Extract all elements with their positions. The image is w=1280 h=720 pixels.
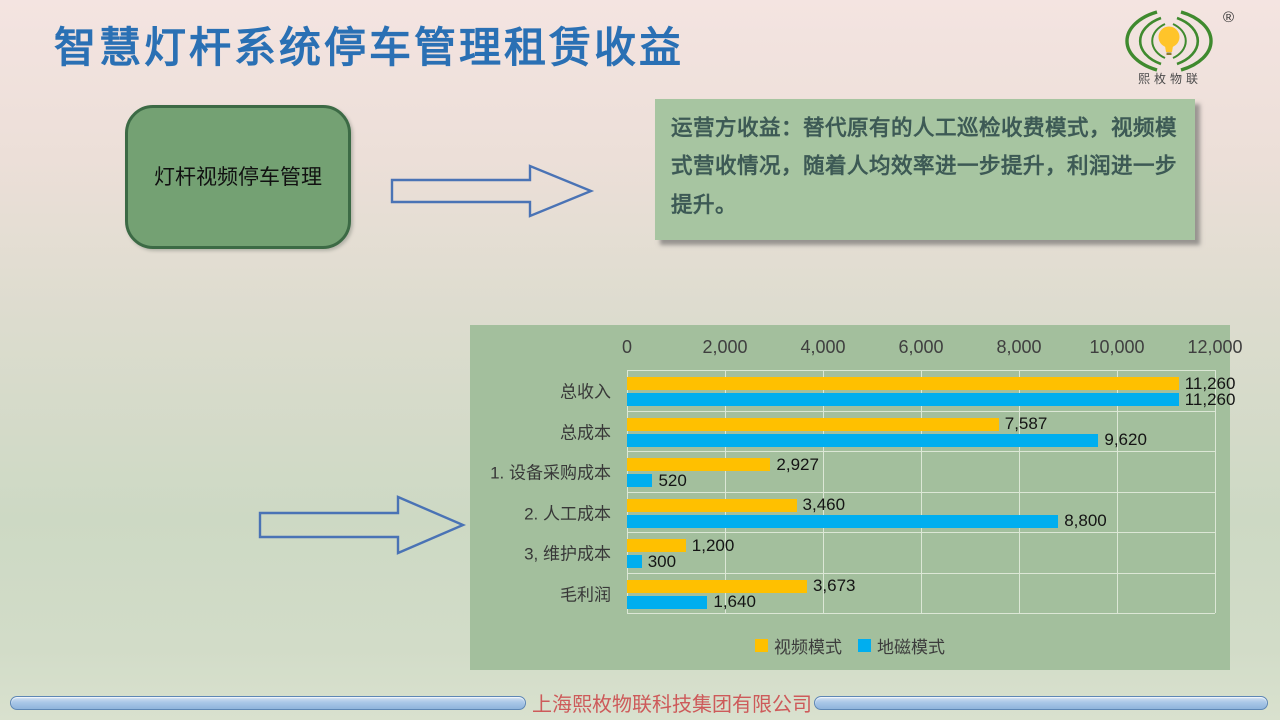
plot-area: 11,260 11,260 7,587 9,620 2,927 520 3,460 8,800… [627, 370, 1235, 614]
bar-视频模式 [627, 417, 999, 431]
x-tick-label: 0 [621, 337, 633, 357]
category-label: 毛利润 [560, 585, 611, 605]
category-label: 总收入 [560, 382, 611, 402]
bar-地磁模式 [627, 393, 1179, 406]
bar-value-label: 9,620 [1104, 430, 1147, 449]
legend-item: 地磁模式 [858, 633, 945, 658]
flow-box-label: 灯杆视频停车管理 [154, 164, 322, 189]
legend-item: 视频模式 [755, 633, 842, 658]
bar-value-label: 300 [647, 551, 677, 571]
gridline-horizontal [627, 370, 1215, 371]
x-tick-label: 10,000 [1089, 337, 1145, 357]
revenue-bar-chart: 11,260 11,260 7,587 9,620 2,927 520 3,460 8,800… [470, 325, 1243, 670]
bar-地磁模式 [627, 514, 1059, 528]
x-tick-label: 8,000 [996, 337, 1042, 357]
gridline-horizontal [627, 613, 1215, 614]
bar-视频模式 [627, 377, 1179, 390]
gridline-horizontal [627, 491, 1215, 493]
legend-label: 地磁模式 [877, 638, 945, 657]
x-tick-label: 6,000 [898, 337, 944, 357]
x-tick-label: 2,000 [702, 337, 748, 357]
bar-视频模式 [627, 458, 771, 471]
bar-地磁模式 [627, 595, 708, 609]
gridline-horizontal [627, 572, 1215, 574]
bar-地磁模式 [627, 555, 642, 568]
bar-value-label: 1,200 [691, 535, 735, 555]
bar-value-label: 520 [658, 470, 687, 490]
logo-brand-text: 熙枚物联 [1137, 72, 1202, 86]
legend-swatch-icon [755, 639, 768, 652]
category-label: 2. 人工成本 [524, 504, 611, 524]
bulb-icon [1158, 26, 1180, 48]
category-label: 总成本 [560, 423, 611, 443]
bar-value-label: 2,927 [776, 454, 819, 474]
x-tick-label: 12,000 [1187, 337, 1243, 357]
gridline-horizontal [627, 410, 1215, 412]
bar-value-label: 1,640 [713, 592, 756, 611]
company-logo: ® 熙枚物联 [1095, 6, 1245, 94]
bar-value-label: 11,260 [1184, 389, 1236, 409]
logo-arcs-bulb-icon: ® [1125, 9, 1234, 72]
bar-地磁模式 [627, 433, 1099, 447]
bar-value-label: 3,460 [802, 495, 846, 514]
footer-bar-right [814, 696, 1268, 710]
category-label: 3, 维护成本 [524, 544, 611, 564]
slide-title: 智慧灯杆系统停车管理租赁收益 [54, 26, 685, 72]
flow-box-parking-management: 灯杆视频停车管理 [125, 105, 351, 249]
footer-company-name: 上海熙枚物联科技集团有限公司 [532, 694, 812, 716]
arrow-right-icon [388, 162, 596, 220]
bar-value-label: 3,673 [812, 576, 856, 595]
bar-视频模式 [627, 498, 797, 512]
bar-视频模式 [627, 579, 807, 593]
legend-label: 视频模式 [774, 638, 842, 657]
registered-mark: ® [1223, 9, 1234, 26]
gridline-horizontal [627, 532, 1215, 533]
gridline-vertical [1215, 370, 1216, 613]
bar-value-label: 11,260 [1184, 373, 1236, 393]
revenue-note-text: 运营方收益：替代原有的人工巡检收费模式，视频模式营收情况，随着人均效率进一步提升… [671, 116, 1178, 217]
bar-value-label: 8,800 [1064, 511, 1107, 530]
revenue-note-box: 运营方收益：替代原有的人工巡检收费模式，视频模式营收情况，随着人均效率进一步提升… [655, 99, 1195, 240]
footer-bar-left [10, 696, 526, 710]
gridline-horizontal [627, 451, 1215, 452]
bar-地磁模式 [627, 474, 653, 487]
chart-legend: 视频模式 地磁模式 [470, 633, 1230, 658]
x-tick-label: 4,000 [800, 337, 846, 357]
arrow-right-icon [256, 492, 468, 558]
legend-swatch-icon [858, 639, 871, 652]
bar-视频模式 [627, 539, 686, 552]
category-label: 1. 设备采购成本 [490, 463, 611, 483]
bar-value-label: 7,587 [1004, 414, 1048, 433]
